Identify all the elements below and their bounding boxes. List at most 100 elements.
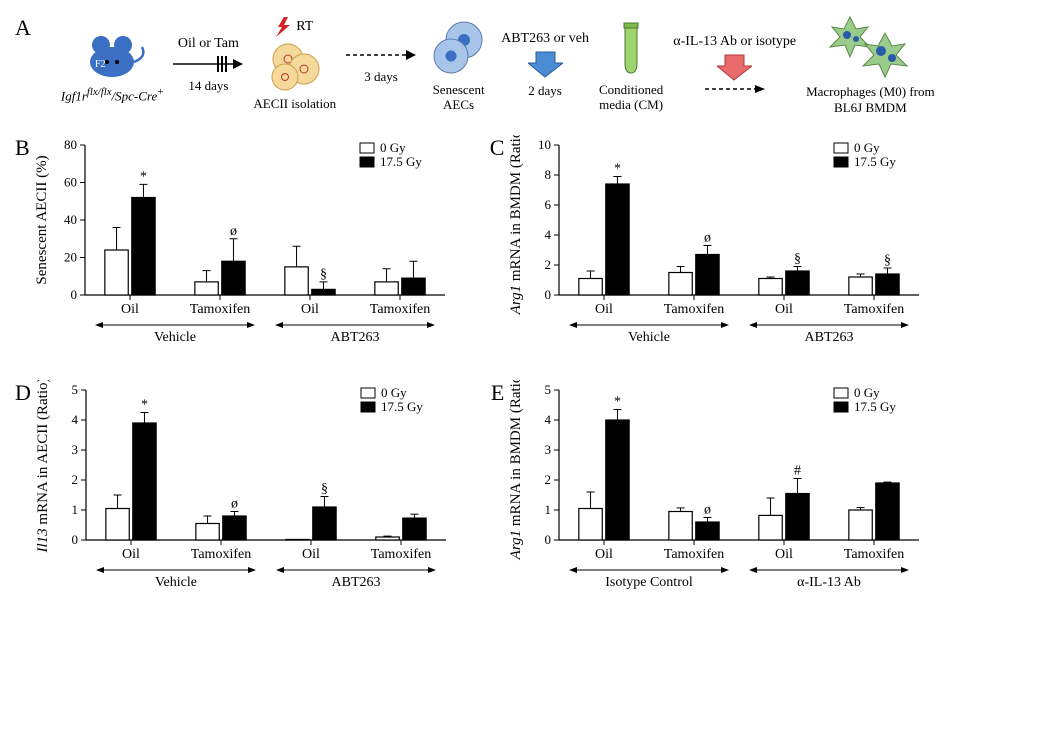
svg-text:5: 5 (545, 382, 552, 397)
svg-text:Tamoxifen: Tamoxifen (844, 547, 904, 562)
svg-text:ABT263: ABT263 (331, 575, 380, 590)
svg-text:Tamoxifen: Tamoxifen (664, 547, 724, 562)
step1-top-label: Oil or Tam (178, 36, 239, 52)
chart-d: 012345Il13 mRNA in AECII (Ratio)*OiløTam… (31, 380, 461, 610)
svg-text:Oil: Oil (122, 547, 140, 562)
genotype-label: Igf1rflx/flx/Spc-Cre+ (61, 86, 164, 104)
svg-text:20: 20 (64, 250, 77, 265)
bar-chart-svg: 020406080Senescent AECII (%)*OiløTamoxif… (30, 135, 460, 360)
svg-text:Vehicle: Vehicle (154, 330, 196, 345)
step3-bottom-label: Senescent AECs (433, 82, 485, 113)
svg-text:2: 2 (545, 257, 552, 272)
step2-bottom-label: AECII isolation (253, 96, 336, 112)
svg-text:Tamoxifen: Tamoxifen (191, 547, 251, 562)
svg-text:0 Gy: 0 Gy (380, 140, 406, 155)
svg-text:*: * (614, 395, 621, 410)
svg-text:ø: ø (704, 503, 711, 518)
svg-text:5: 5 (71, 382, 78, 397)
svg-text:17.5 Gy: 17.5 Gy (854, 399, 896, 414)
svg-text:ABT263: ABT263 (330, 330, 379, 345)
row-bc: B 0 20 40 60 80 Senescent AECII (%) * Oil ø Tamox… (15, 135, 1035, 365)
svg-text:Oil: Oil (121, 302, 139, 317)
svg-text:0: 0 (545, 287, 552, 302)
svg-text:Senescent AECII (%): Senescent AECII (%) (34, 156, 50, 285)
chart-e: 0 1 2 3 4 5 Arg1 mRNA in BMDM (Ratio) * Oil ø Tamo… (504, 380, 934, 610)
svg-text:1: 1 (545, 502, 552, 517)
svg-text:Tamoxifen: Tamoxifen (369, 302, 429, 317)
svg-text:1: 1 (71, 502, 78, 517)
dashed-arrow-icon-2 (705, 82, 765, 97)
svg-text:*: * (140, 170, 147, 185)
svg-text:Vehicle: Vehicle (628, 330, 670, 345)
svg-text:0 Gy: 0 Gy (381, 385, 407, 400)
svg-text:*: * (614, 162, 621, 177)
svg-text:80: 80 (64, 137, 77, 152)
svg-text:ø: ø (231, 497, 238, 512)
svg-text:Vehicle: Vehicle (155, 575, 197, 590)
workflow-diagram: F2 Igf1rflx/flx/Spc-Cre+ Oil or Tam 14 d… (61, 15, 1035, 115)
svg-text:0: 0 (71, 532, 78, 547)
svg-text:60: 60 (64, 175, 77, 190)
svg-text:Tamoxifen: Tamoxifen (844, 302, 904, 317)
workflow-tube: Conditioned media (CM) (599, 18, 663, 113)
svg-text:40: 40 (64, 212, 77, 227)
svg-text:ø: ø (704, 231, 711, 246)
svg-text:ø: ø (230, 224, 237, 239)
svg-text:6: 6 (545, 197, 552, 212)
bar-chart-svg: 012345Il13 mRNA in AECII (Ratio)*OiløTam… (31, 380, 461, 605)
svg-text:*: * (141, 398, 148, 413)
svg-text:3: 3 (545, 442, 552, 457)
figure: A F2 Igf1rflx/flx/Spc-Cre+ (15, 15, 1035, 610)
svg-text:Arg1 mRNA in BMDM (Ratio): Arg1 mRNA in BMDM (Ratio) (508, 380, 524, 560)
workflow-mouse: F2 Igf1rflx/flx/Spc-Cre+ (61, 27, 164, 104)
red-arrow-icon (717, 52, 752, 82)
svg-text:0 Gy: 0 Gy (854, 385, 880, 400)
svg-text:2: 2 (545, 472, 552, 487)
macrophage-icon (825, 15, 915, 80)
svg-text:α-IL-13 Ab: α-IL-13 Ab (797, 575, 861, 590)
bar-chart-svg: 0 1 2 3 4 5 Arg1 mRNA in BMDM (Ratio) * Oil ø Tamo… (504, 380, 934, 605)
bar-chart-svg: 0246810Arg1 mRNA in BMDM (Ratio)*OiløTam… (504, 135, 934, 360)
svg-text:4: 4 (545, 412, 552, 427)
step5-bottom-label: Conditioned media (CM) (599, 82, 663, 113)
panel-label-e: E (491, 380, 504, 406)
panel-c: C 0246810Arg1 mRNA in BMDM (Ratio)*OiløT… (490, 135, 935, 365)
panel-label-b: B (15, 135, 30, 161)
panel-label-a: A (15, 15, 31, 41)
svg-text:2: 2 (71, 472, 78, 487)
svg-text:Oil: Oil (301, 302, 319, 317)
blue-arrow-icon (528, 49, 563, 79)
svg-text:4: 4 (71, 412, 78, 427)
workflow-senescent: Senescent AECs (426, 18, 491, 113)
svg-text:Il13 mRNA in AECII (Ratio): Il13 mRNA in AECII (Ratio) (35, 380, 51, 554)
svg-text:17.5 Gy: 17.5 Gy (381, 399, 423, 414)
svg-text:ABT263: ABT263 (805, 330, 854, 345)
svg-text:Oil: Oil (595, 302, 613, 317)
svg-text:Oil: Oil (302, 547, 320, 562)
svg-text:Oil: Oil (595, 547, 613, 562)
svg-text:Oil: Oil (775, 302, 793, 317)
svg-text:§: § (320, 267, 327, 282)
row-de: D 0 1 2 3 4 5 Il13 mRNA in AECII (Ratio) * Oil ø T… (15, 380, 1035, 610)
panel-b: B 020406080Senescent AECII (%)*OiløTamox… (15, 135, 460, 365)
svg-text:0: 0 (545, 532, 552, 547)
panel-label-d: D (15, 380, 31, 406)
svg-text:17.5 Gy: 17.5 Gy (854, 154, 896, 169)
svg-text:8: 8 (545, 167, 552, 182)
mouse-f2-label: F2 (95, 59, 106, 70)
rt-text: RT (296, 19, 313, 34)
workflow-rt: RT AECII isolation (253, 19, 336, 112)
panel-label-c: C (490, 135, 505, 161)
mouse-icon: F2 (77, 27, 147, 82)
svg-text:4: 4 (545, 227, 552, 242)
svg-text:#: # (794, 464, 801, 479)
svg-text:0 Gy: 0 Gy (854, 140, 880, 155)
panel-a: A F2 Igf1rflx/flx/Spc-Cre+ (15, 15, 1035, 115)
dashed-arrow-icon (346, 45, 416, 65)
step6-bottom-label: Macrophages (M0) from BL6J BMDM (806, 84, 935, 115)
step1-bottom-label: 14 days (188, 78, 228, 94)
workflow-arrow-1: Oil or Tam 14 days (173, 36, 243, 94)
svg-text:Tamoxifen: Tamoxifen (664, 302, 724, 317)
svg-text:Tamoxifen: Tamoxifen (189, 302, 249, 317)
tube-icon (616, 18, 646, 78)
